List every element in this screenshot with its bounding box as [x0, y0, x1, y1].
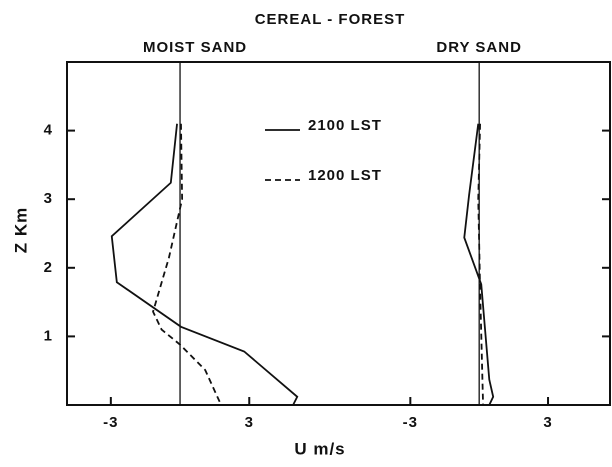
- x-tick-label: -3: [103, 414, 118, 431]
- profile-line: [463, 123, 495, 406]
- y-tick-label: 2: [44, 259, 53, 276]
- plot-frame: [66, 61, 611, 406]
- profile-line: [110, 123, 299, 406]
- y-axis-label: Z Km: [11, 207, 30, 254]
- x-tick-label: -3: [403, 414, 418, 431]
- legend-label: 1200 LST: [308, 167, 382, 184]
- x-tick-label: 3: [245, 414, 254, 431]
- x-tick-label: 3: [543, 414, 552, 431]
- y-tick-label: 3: [44, 190, 53, 207]
- y-tick-label: 1: [44, 327, 53, 344]
- legend-label: 2100 LST: [308, 117, 382, 134]
- y-tick-label: 4: [44, 122, 53, 139]
- profile-line: [477, 123, 484, 406]
- panel-subtitle: DRY SAND: [436, 39, 522, 56]
- profile-line: [152, 123, 222, 406]
- panel-subtitle: MOIST SAND: [143, 39, 247, 56]
- chart-title: CEREAL - FOREST: [255, 11, 406, 28]
- x-axis-label: U m/s: [294, 439, 345, 458]
